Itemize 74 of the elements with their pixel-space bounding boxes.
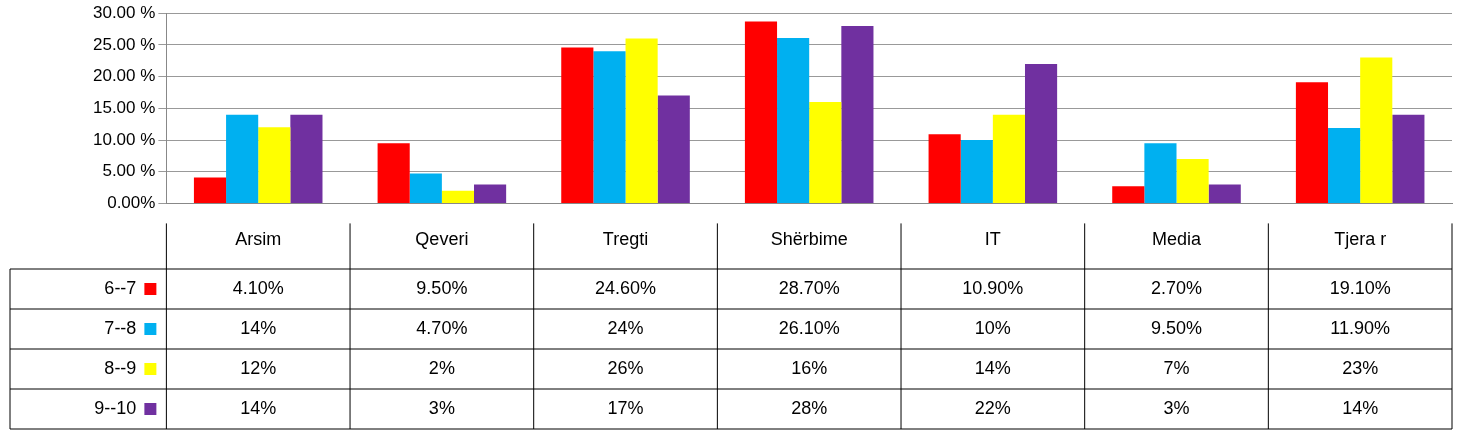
data-label: 19.10% xyxy=(1329,277,1391,298)
bar xyxy=(1392,114,1425,203)
data-label: 26% xyxy=(607,357,644,378)
bar xyxy=(1360,57,1393,203)
data-label: 3% xyxy=(1163,397,1190,418)
data-label: 10% xyxy=(974,317,1011,338)
legend-label: 7--8 xyxy=(104,317,137,338)
bar xyxy=(474,184,507,203)
bar xyxy=(561,47,594,203)
x-tick-label: Tregti xyxy=(602,229,649,250)
data-label: 9.50% xyxy=(416,277,468,298)
bar xyxy=(441,190,475,203)
legend-label: 6--7 xyxy=(104,277,137,298)
y-tick-label: 30.00 % xyxy=(92,2,156,22)
data-label: 14% xyxy=(240,397,277,418)
bar xyxy=(960,140,993,203)
x-tick-label: IT xyxy=(984,229,1001,250)
bar xyxy=(593,51,626,203)
data-label: 11.90% xyxy=(1330,317,1391,338)
bar xyxy=(1295,82,1329,203)
bar xyxy=(290,114,323,203)
bar xyxy=(809,101,842,203)
data-label: 2% xyxy=(428,357,455,378)
bar xyxy=(226,114,259,203)
data-label: 12% xyxy=(240,357,277,378)
y-tick-label: 15.00 % xyxy=(92,97,156,117)
data-label: 17% xyxy=(607,397,644,418)
bar xyxy=(258,127,291,203)
data-label: 24% xyxy=(607,317,644,338)
y-tick-label: 25.00 % xyxy=(92,34,156,54)
y-tick-label: 5.00 % xyxy=(102,161,156,181)
data-label: 16% xyxy=(791,357,828,378)
bar xyxy=(1176,159,1209,203)
bar xyxy=(744,21,778,203)
bar xyxy=(1024,63,1058,203)
x-tick-label: Arsim xyxy=(235,229,282,250)
data-label: 24.60% xyxy=(595,277,657,298)
data-label: 7% xyxy=(1163,357,1190,378)
bar xyxy=(625,38,658,203)
data-label: 14% xyxy=(1342,397,1379,418)
legend-label: 9--10 xyxy=(94,397,137,418)
bar xyxy=(1112,186,1145,203)
y-tick-label: 20.00 % xyxy=(92,66,156,86)
y-tick-label: 0.00% xyxy=(107,193,156,213)
data-label: 23% xyxy=(1342,357,1379,378)
data-label: 4.10% xyxy=(232,277,284,298)
data-label: 14% xyxy=(974,357,1011,378)
data-label: 28.70% xyxy=(778,277,840,298)
bar xyxy=(377,143,410,203)
data-label: 9.50% xyxy=(1150,317,1203,338)
data-label: 26.10% xyxy=(778,317,840,338)
bar xyxy=(992,114,1025,203)
data-label: 2.70% xyxy=(1150,277,1203,298)
data-label: 3% xyxy=(428,397,455,418)
bar xyxy=(777,37,810,203)
data-label: 22% xyxy=(974,397,1011,418)
legend-label: 8--9 xyxy=(104,357,137,378)
x-tick-label: Media xyxy=(1151,229,1203,250)
data-label: 4.70% xyxy=(416,317,468,338)
data-label: 10.90% xyxy=(962,277,1024,298)
data-label: 14% xyxy=(240,317,277,338)
bar xyxy=(928,134,961,203)
bar xyxy=(193,177,227,203)
x-tick-label: Qeveri xyxy=(415,229,469,250)
bar xyxy=(841,25,874,203)
bar xyxy=(657,95,690,203)
x-tick-label: Tjera r xyxy=(1334,229,1387,250)
y-tick-label: 10.00 % xyxy=(92,129,156,149)
bar xyxy=(1208,184,1241,203)
bar xyxy=(1144,143,1177,203)
bar xyxy=(1328,127,1361,203)
x-tick-label: Shërbime xyxy=(770,229,848,250)
data-label: 28% xyxy=(791,397,828,418)
bar xyxy=(409,173,442,203)
